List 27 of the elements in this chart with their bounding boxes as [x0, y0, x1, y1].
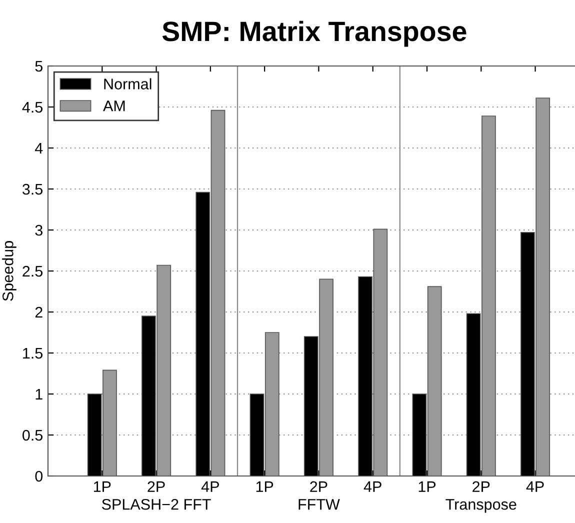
y-tick-label: 4.5	[22, 102, 42, 113]
y-tick-label: 1	[36, 389, 42, 400]
text: FFTW	[298, 499, 340, 510]
x-tick-label: 1P	[256, 481, 274, 492]
y-tick-label: 3	[35, 224, 42, 236]
y-tick-label: 5	[35, 61, 42, 72]
x-tick-label: 2P	[310, 481, 328, 492]
y-tick-label: 2	[35, 306, 42, 318]
x-tick-label: 4P	[526, 481, 544, 492]
x-tick-label: 1P	[418, 481, 436, 492]
x-tick-label: 4P	[201, 481, 219, 492]
x-tick-label: 2P	[472, 481, 490, 492]
text: SPLASH−2 FFT	[102, 498, 211, 510]
y-tick-label: 0	[35, 470, 43, 482]
x-tick-label: 2P	[148, 481, 165, 492]
x-tick-label: 1P	[94, 481, 111, 492]
y-tick-label: 4	[34, 143, 43, 154]
legend-label: AM	[103, 100, 125, 112]
y-axis-title: Speedup	[2, 241, 16, 301]
chart-title: SMP: Matrix Transpose	[162, 20, 466, 47]
y-tick-label: 0.5	[22, 430, 42, 441]
x-tick-label: 4P	[364, 481, 382, 492]
y-tick-label: 1.5	[23, 348, 42, 359]
text: Transpose	[446, 499, 516, 513]
y-tick-label: 2.5	[22, 266, 42, 277]
legend-label: Normal	[104, 78, 152, 90]
y-tick-label: 3.5	[22, 184, 42, 195]
